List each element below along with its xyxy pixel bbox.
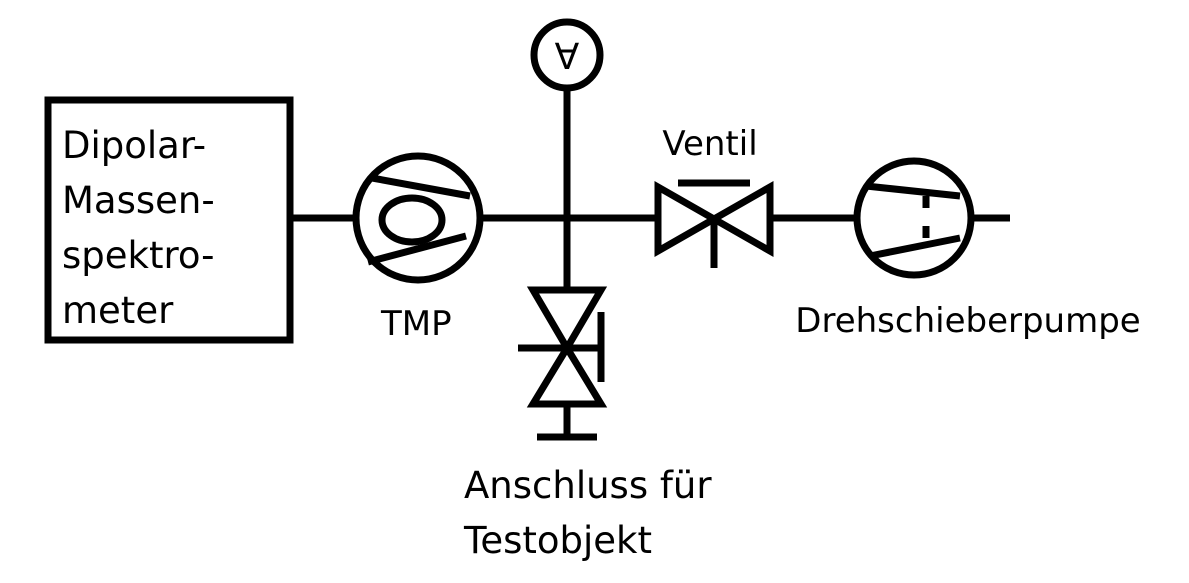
valve-label: Ventil <box>662 124 757 164</box>
rotary-pump-label: Drehschieberpumpe <box>795 301 1140 341</box>
test-port-label-line-1: Anschluss für <box>464 464 712 507</box>
spectrometer-label-line-1: Dipolar- <box>62 124 206 167</box>
gauge-icon: ∀ <box>555 37 580 78</box>
spectrometer-label-line-4: meter <box>62 289 174 332</box>
pressure-gauge-symbol <box>530 18 604 92</box>
valve-symbol <box>654 179 774 268</box>
tmp-pump-symbol <box>352 152 484 284</box>
rotary-vane-pump-symbol <box>853 157 975 279</box>
test-port-valve-symbol <box>518 286 608 441</box>
spectrometer-label-line-2: Massen- <box>62 179 215 222</box>
tmp-label: TMP <box>380 304 452 344</box>
test-port-label-line-2: Testobjekt <box>463 519 652 562</box>
spectrometer-label-line-3: spektro- <box>62 234 215 277</box>
